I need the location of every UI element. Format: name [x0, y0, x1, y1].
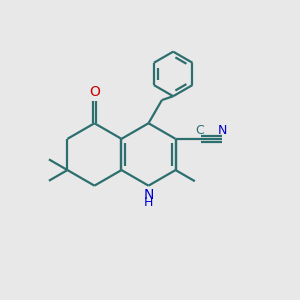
Text: C: C — [196, 124, 204, 137]
Text: N: N — [218, 124, 227, 137]
Text: N: N — [143, 188, 154, 202]
Text: O: O — [89, 85, 100, 100]
Text: H: H — [144, 196, 153, 209]
